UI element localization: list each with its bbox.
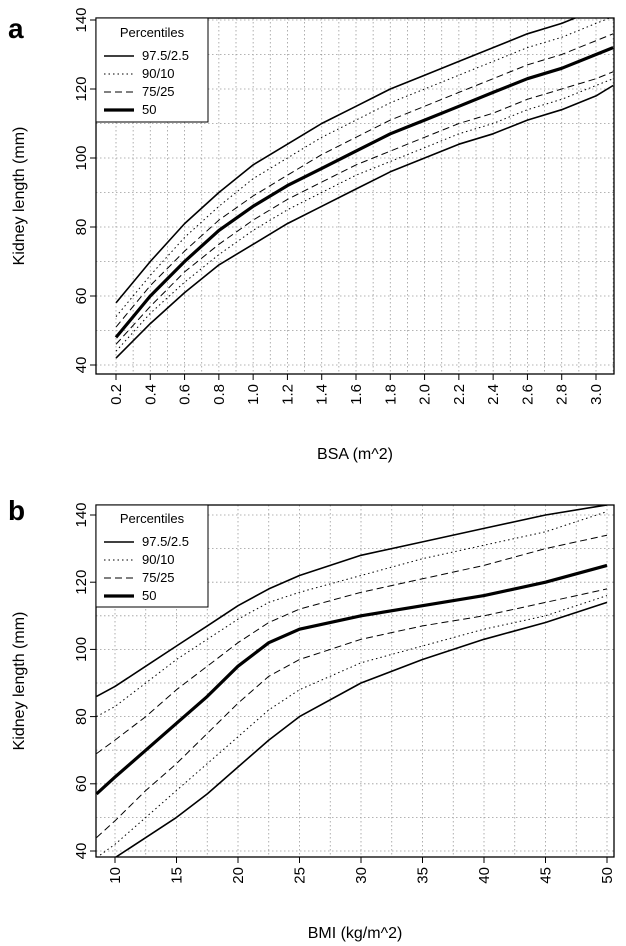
x-tick-label: 35 [415, 867, 432, 884]
percentile-97.5-line [115, 18, 578, 304]
y-tick-label: 80 [73, 219, 90, 236]
x-axis-title: BMI (kg/m^2) [308, 925, 403, 942]
x-axis-title: BSA (m^2) [317, 446, 393, 463]
x-tick-label: 0.8 [211, 384, 228, 405]
x-tick-label: 1.4 [314, 384, 331, 405]
y-tick-label: 120 [73, 570, 90, 595]
x-tick-label: 0.6 [177, 384, 194, 405]
panel-letter-b: b [8, 495, 25, 526]
y-tick-label: 100 [73, 637, 90, 662]
percentile-10-line [96, 595, 608, 857]
percentile-90-line [96, 511, 608, 718]
legend-label: 90/10 [142, 552, 175, 567]
x-tick-label: 50 [599, 867, 616, 884]
grid [96, 18, 614, 374]
x-tick-label: 2.2 [451, 384, 468, 405]
x-tick-label: 30 [353, 867, 370, 884]
percentile-75-line [96, 534, 608, 755]
x-tick-label: 1.0 [245, 384, 262, 405]
legend-label: 50 [142, 588, 156, 603]
percentile-25-line [96, 588, 608, 838]
x-tick-label: 2.6 [519, 384, 536, 405]
x-tick-label: 1.2 [279, 384, 296, 405]
panel-b: b 10 15 20 25 30 35 40 45 50 40 60 80 100 120 140 Kidn… [8, 495, 616, 942]
x-tick-label: 40 [476, 867, 493, 884]
percentile-50-line [96, 563, 608, 796]
percentile-2.5-line [115, 84, 614, 359]
x-tick-label: 1.6 [348, 384, 365, 405]
y-tick-label: 100 [73, 145, 90, 170]
percentile-25-line [115, 71, 614, 345]
x-tick-label: 0.2 [108, 384, 125, 405]
legend-box [95, 504, 209, 608]
y-tick-label: 40 [73, 843, 90, 860]
legend-label: 97.5/2.5 [142, 48, 189, 63]
x-tick-label: 45 [538, 867, 555, 884]
x-tick-label: 10 [107, 867, 124, 884]
legend: Percentiles 97.5/2.5 90/10 75/25 50 [95, 504, 209, 608]
percentile-50-line [114, 46, 614, 339]
legend-label: 97.5/2.5 [142, 534, 189, 549]
x-tick-label: 3.0 [588, 384, 605, 405]
y-tick-label: 60 [73, 775, 90, 792]
percentile-75-line [115, 33, 614, 328]
y-tick-label: 80 [73, 708, 90, 725]
y-tick-label: 60 [73, 288, 90, 305]
plot-frame [95, 504, 615, 858]
panel-a: a 0.2 0.4 0.6 0.8 1.0 1.2 1.4 1.6 1.8 2.0 2.2 2.4 2.… [8, 7, 615, 463]
grid [96, 505, 614, 857]
plot-frame [95, 17, 615, 375]
legend-title: Percentiles [120, 25, 185, 40]
axis-ticks: 10 15 20 25 30 35 40 45 50 40 60 80 100 120 140 [73, 502, 616, 883]
legend-label: 75/25 [142, 84, 175, 99]
x-tick-label: 2.0 [417, 384, 434, 405]
x-tick-label: 25 [292, 867, 309, 884]
y-tick-label: 40 [73, 357, 90, 374]
x-tick-label: 1.8 [382, 384, 399, 405]
legend-box [95, 17, 209, 123]
x-tick-label: 20 [230, 867, 247, 884]
panel-letter-a: a [8, 13, 24, 44]
legend-label: 90/10 [142, 66, 175, 81]
legend: Percentiles 97.5/2.5 90/10 75/25 50 [95, 17, 209, 123]
percentile-90-line [115, 18, 611, 318]
legend-title: Percentiles [120, 511, 185, 526]
x-tick-label: 15 [169, 867, 186, 884]
x-tick-label: 0.4 [142, 384, 159, 405]
y-axis-title: Kidney length (mm) [11, 127, 28, 266]
y-tick-label: 140 [73, 7, 90, 32]
legend-label: 75/25 [142, 570, 175, 585]
percentile-97.5-line [96, 505, 608, 698]
y-tick-label: 140 [73, 502, 90, 527]
y-axis-title: Kidney length (mm) [11, 612, 28, 751]
y-tick-label: 120 [73, 76, 90, 101]
percentile-curves [96, 505, 608, 857]
x-tick-label: 2.8 [554, 384, 571, 405]
axis-ticks: 0.2 0.4 0.6 0.8 1.0 1.2 1.4 1.6 1.8 2.0 2.2 2.4 2.6 2… [73, 7, 605, 404]
x-tick-label: 2.4 [485, 384, 502, 405]
percentile-2.5-line [114, 601, 608, 857]
legend-label: 50 [142, 102, 156, 117]
percentile-curves [114, 18, 614, 359]
